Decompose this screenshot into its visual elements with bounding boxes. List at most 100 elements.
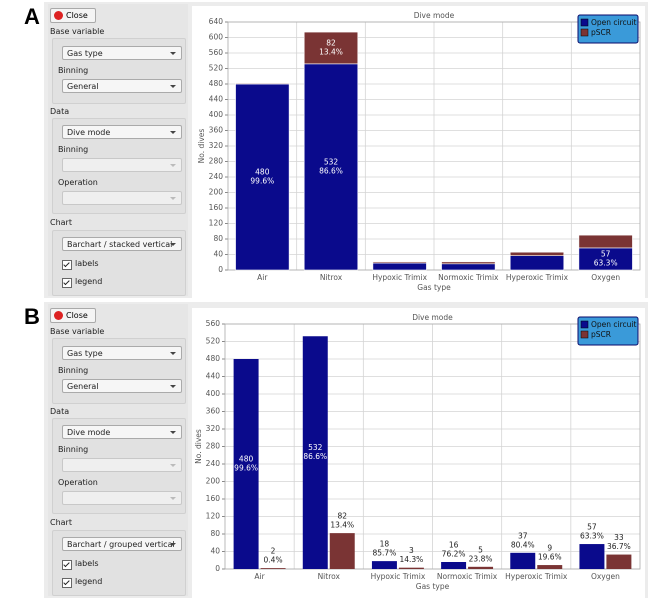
- data-label-count: 33: [614, 533, 624, 542]
- plot-frame: [227, 21, 641, 271]
- dropdown[interactable]: Barchart / stacked vertical: [62, 237, 182, 251]
- bar: [606, 554, 632, 569]
- y-tick-label: 440: [206, 372, 221, 381]
- dropdown[interactable]: Gas type: [62, 346, 182, 360]
- y-tick-label: 200: [206, 477, 221, 486]
- data-label-count: 16: [449, 541, 459, 550]
- x-tick-label: Nitrox: [320, 273, 343, 282]
- plot-frame: [224, 323, 641, 570]
- x-tick-label: Air: [257, 273, 268, 282]
- y-tick-label: 280: [209, 157, 224, 166]
- y-tick-label: 40: [213, 250, 223, 259]
- y-tick-label: 240: [206, 459, 221, 468]
- section-label: Base variable: [50, 327, 105, 336]
- bar-segment: [303, 31, 359, 65]
- data-label-percent: 86.6%: [303, 452, 327, 461]
- data-label-count: 3: [409, 546, 414, 555]
- sidebar: Close Base variable Gas type Binning General…: [48, 304, 188, 596]
- checkbox[interactable]: [62, 578, 72, 588]
- dropdown-disabled: [62, 191, 182, 205]
- bar: [302, 336, 328, 569]
- y-tick-label: 320: [209, 141, 224, 150]
- data-label-percent: 85.7%: [373, 549, 397, 558]
- data-label-count: 18: [380, 540, 390, 549]
- bar-segment: [578, 234, 633, 249]
- dropdown[interactable]: Gas type: [62, 46, 182, 60]
- y-tick-label: 80: [210, 529, 220, 538]
- data-label-percent: 19.6%: [538, 553, 562, 562]
- y-tick-label: 600: [209, 33, 224, 42]
- field-label: Binning: [58, 445, 89, 454]
- data-label-count: 480: [239, 455, 254, 464]
- section-label: Data: [50, 407, 70, 416]
- bar-segment: [235, 83, 290, 271]
- y-tick-label: 120: [206, 512, 221, 521]
- dropdown-disabled: [62, 458, 182, 472]
- bar: [510, 552, 536, 569]
- checkbox-label: legend: [75, 277, 103, 286]
- y-tick-label: 320: [206, 424, 221, 433]
- data-label-percent: 99.6%: [234, 464, 258, 473]
- data-label-percent: 63.3%: [580, 532, 604, 541]
- x-tick-label: Normoxic Trimix: [438, 273, 499, 282]
- data-label-percent: 23.8%: [469, 554, 493, 563]
- field-label: Operation: [58, 178, 98, 187]
- checkbox[interactable]: [62, 260, 72, 270]
- field-label: Binning: [58, 145, 89, 154]
- dropdown[interactable]: Dive mode: [62, 425, 182, 439]
- x-tick-label: Hypoxic Trimix: [371, 572, 426, 581]
- bar: [371, 561, 397, 569]
- y-tick-label: 560: [209, 48, 224, 57]
- data-label-percent: 80.4%: [511, 540, 535, 549]
- dropdown[interactable]: Dive mode: [62, 125, 182, 139]
- field-label: Binning: [58, 66, 89, 75]
- bar-segment: [509, 255, 565, 271]
- x-tick-label: Nitrox: [318, 572, 341, 581]
- y-tick-label: 400: [209, 110, 224, 119]
- bar: [233, 359, 259, 569]
- dropdown[interactable]: General: [62, 79, 182, 93]
- legend-box: [577, 316, 639, 346]
- data-label-count: 532: [324, 157, 339, 166]
- y-tick-label: 80: [213, 234, 223, 243]
- data-label-percent: 13.4%: [330, 521, 354, 530]
- x-axis-label: Gas type: [417, 283, 451, 292]
- legend-swatch: [580, 18, 589, 27]
- close-button[interactable]: Close: [50, 8, 96, 23]
- data-label-percent: 99.6%: [250, 177, 274, 186]
- data-label-percent: 14.3%: [399, 555, 423, 564]
- chart-background: [192, 308, 645, 598]
- checkbox[interactable]: [62, 560, 72, 570]
- bar: [537, 565, 563, 569]
- bar-segment: [509, 251, 565, 256]
- section-label: Chart: [50, 518, 72, 527]
- dropdown[interactable]: Barchart / grouped vertical: [62, 537, 182, 551]
- data-label-percent: 86.6%: [319, 166, 343, 175]
- chart-title: Dive mode: [412, 313, 453, 322]
- checkbox-label: labels: [75, 259, 99, 268]
- group-box: Gas type Binning General: [52, 38, 186, 104]
- data-label-count: 9: [547, 544, 552, 553]
- section-label: Data: [50, 107, 70, 116]
- y-tick-label: 160: [209, 203, 224, 212]
- close-button[interactable]: Close: [50, 308, 96, 323]
- dropdown-disabled: [62, 491, 182, 505]
- legend-label: Open circuit: [591, 18, 637, 27]
- data-label-count: 57: [587, 523, 597, 532]
- dropdown[interactable]: General: [62, 379, 182, 393]
- y-tick-label: 360: [206, 407, 221, 416]
- checkbox[interactable]: [62, 278, 72, 288]
- y-tick-label: 440: [209, 95, 224, 104]
- checkbox-label: legend: [75, 577, 103, 586]
- data-label-count: 37: [518, 531, 528, 540]
- bar: [441, 562, 467, 569]
- data-label-count: 2: [271, 547, 276, 556]
- bar: [579, 544, 605, 569]
- data-label-percent: 63.3%: [594, 258, 618, 267]
- y-axis-label: No. dives: [194, 429, 203, 464]
- y-tick-label: 640: [209, 17, 224, 26]
- y-tick-label: 360: [209, 126, 224, 135]
- y-tick-label: 0: [218, 265, 223, 274]
- bar-segment: [441, 263, 496, 271]
- y-axis-label: No. dives: [197, 129, 206, 164]
